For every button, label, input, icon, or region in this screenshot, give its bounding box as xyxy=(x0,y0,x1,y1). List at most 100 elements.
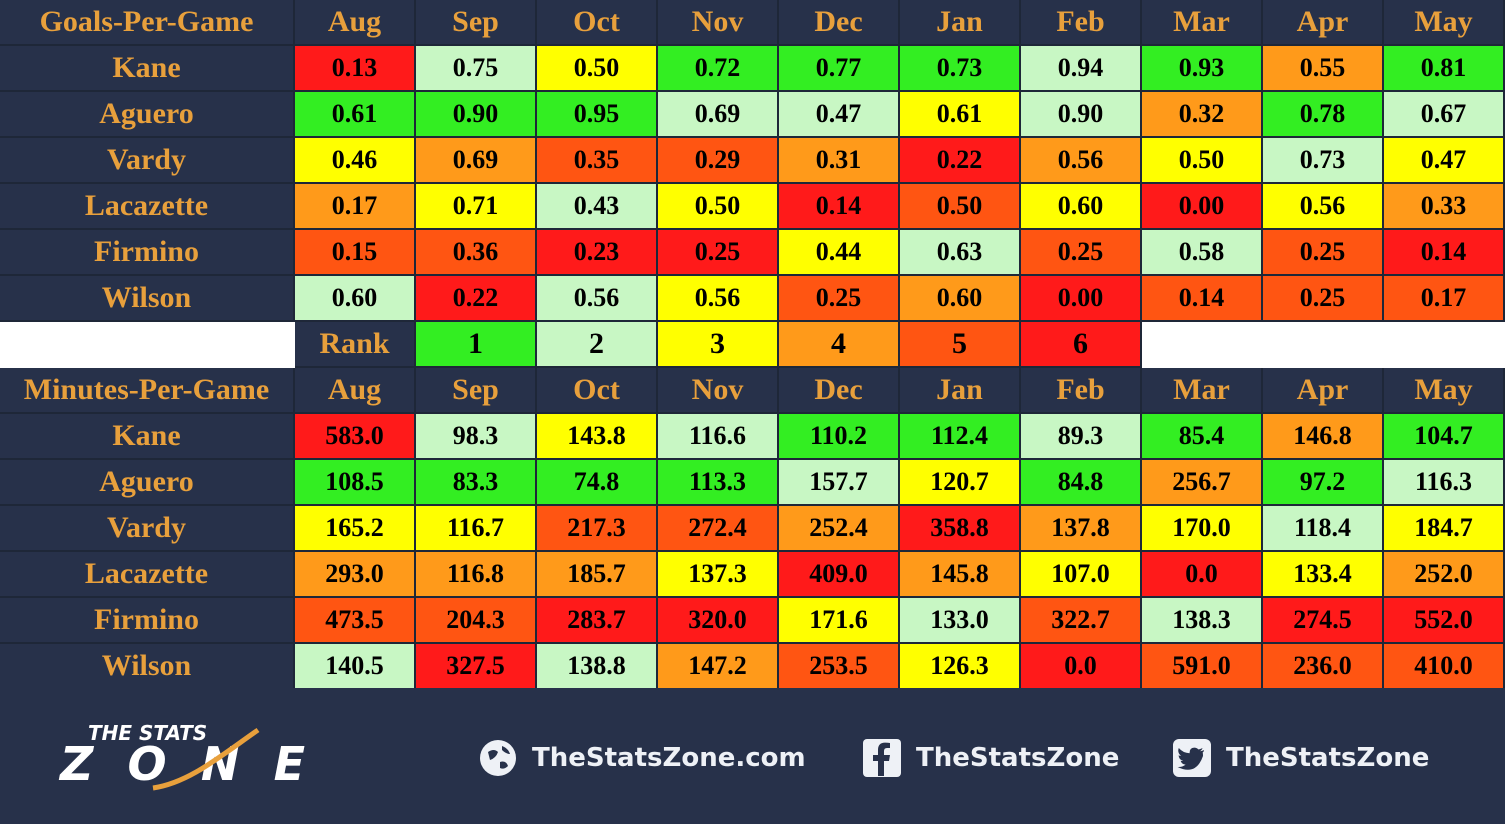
minutes-value-cell: 110.2 xyxy=(779,414,900,460)
player-name: Firmino xyxy=(0,598,295,644)
goals-value-cell: 0.50 xyxy=(658,184,779,230)
goals-value-cell: 0.25 xyxy=(1263,276,1384,322)
minutes-value-cell: 143.8 xyxy=(537,414,658,460)
goals-value-cell: 0.56 xyxy=(658,276,779,322)
minutes-value-cell: 74.8 xyxy=(537,460,658,506)
minutes-value-cell: 320.0 xyxy=(658,598,779,644)
goals-column-header: Nov xyxy=(658,0,779,46)
rank-swatch: 2 xyxy=(537,322,658,368)
website-label: TheStatsZone.com xyxy=(532,743,806,773)
minutes-value-cell: 157.7 xyxy=(779,460,900,506)
minutes-value-cell: 137.8 xyxy=(1021,506,1142,552)
goals-value-cell: 0.75 xyxy=(416,46,537,92)
minutes-value-cell: 0.0 xyxy=(1142,552,1263,598)
rank-legend: Rank 1 2 3 4 5 6 xyxy=(0,322,1505,368)
minutes-column-header: Feb xyxy=(1021,368,1142,414)
minutes-value-cell: 274.5 xyxy=(1263,598,1384,644)
minutes-row: Lacazette 293.0 116.8 185.7 137.3 409.0 145.8 1… xyxy=(0,552,1505,598)
minutes-value-cell: 327.5 xyxy=(416,644,537,690)
minutes-value-cell: 112.4 xyxy=(900,414,1021,460)
minutes-value-cell: 126.3 xyxy=(900,644,1021,690)
minutes-value-cell: 84.8 xyxy=(1021,460,1142,506)
minutes-value-cell: 145.8 xyxy=(900,552,1021,598)
minutes-column-header: Nov xyxy=(658,368,779,414)
minutes-value-cell: 83.3 xyxy=(416,460,537,506)
goals-value-cell: 0.22 xyxy=(900,138,1021,184)
goals-row: Wilson 0.60 0.22 0.56 0.56 0.25 0.60 0.00 0.14 0.… xyxy=(0,276,1505,322)
website-link[interactable]: TheStatsZone.com xyxy=(478,738,806,778)
minutes-row: Kane 583.0 98.3 143.8 116.6 110.2 112.4 89.3 85.… xyxy=(0,414,1505,460)
rank-label: Rank xyxy=(295,322,416,368)
minutes-header-row: Minutes-Per-Game Aug Sep Oct Nov Dec Jan Feb Mar… xyxy=(0,368,1505,414)
goals-column-header: Dec xyxy=(779,0,900,46)
goals-value-cell: 0.50 xyxy=(1142,138,1263,184)
goals-value-cell: 0.58 xyxy=(1142,230,1263,276)
goals-title: Goals-Per-Game xyxy=(0,0,295,46)
goals-value-cell: 0.55 xyxy=(1263,46,1384,92)
goals-value-cell: 0.29 xyxy=(658,138,779,184)
minutes-value-cell: 217.3 xyxy=(537,506,658,552)
goals-column-header: Feb xyxy=(1021,0,1142,46)
minutes-value-cell: 552.0 xyxy=(1384,598,1505,644)
minutes-value-cell: 116.7 xyxy=(416,506,537,552)
stats-zone-logo: THE STATS ZONE xyxy=(58,721,305,791)
minutes-column-header: Jan xyxy=(900,368,1021,414)
player-name: Firmino xyxy=(0,230,295,276)
logo-swoosh xyxy=(152,727,260,791)
minutes-value-cell: 104.7 xyxy=(1384,414,1505,460)
minutes-value-cell: 107.0 xyxy=(1021,552,1142,598)
footer-bar: THE STATS ZONE TheStatsZone.com TheStats… xyxy=(0,688,1505,824)
goals-row: Kane 0.13 0.75 0.50 0.72 0.77 0.73 0.94 0.93 0.55… xyxy=(0,46,1505,92)
minutes-value-cell: 409.0 xyxy=(779,552,900,598)
goals-value-cell: 0.90 xyxy=(416,92,537,138)
rank-swatch: 6 xyxy=(1021,322,1142,368)
player-name: Wilson xyxy=(0,276,295,322)
goals-value-cell: 0.77 xyxy=(779,46,900,92)
player-name: Kane xyxy=(0,414,295,460)
goals-value-cell: 0.31 xyxy=(779,138,900,184)
minutes-value-cell: 204.3 xyxy=(416,598,537,644)
goals-value-cell: 0.14 xyxy=(1384,230,1505,276)
goals-value-cell: 0.25 xyxy=(658,230,779,276)
rank-blank xyxy=(0,322,295,368)
goals-column-header: Aug xyxy=(295,0,416,46)
minutes-value-cell: 85.4 xyxy=(1142,414,1263,460)
facebook-link[interactable]: TheStatsZone xyxy=(862,738,1119,778)
globe-icon xyxy=(480,740,516,776)
minutes-value-cell: 283.7 xyxy=(537,598,658,644)
rank-swatch: 4 xyxy=(779,322,900,368)
player-name: Vardy xyxy=(0,138,295,184)
rank-swatch: 1 xyxy=(416,322,537,368)
player-name: Lacazette xyxy=(0,552,295,598)
minutes-value-cell: 97.2 xyxy=(1263,460,1384,506)
goals-row: Vardy 0.46 0.69 0.35 0.29 0.31 0.22 0.56 0.50 0.7… xyxy=(0,138,1505,184)
goals-value-cell: 0.46 xyxy=(295,138,416,184)
minutes-value-cell: 170.0 xyxy=(1142,506,1263,552)
minutes-value-cell: 113.3 xyxy=(658,460,779,506)
goals-value-cell: 0.35 xyxy=(537,138,658,184)
goals-value-cell: 0.36 xyxy=(416,230,537,276)
goals-value-cell: 0.73 xyxy=(900,46,1021,92)
goals-value-cell: 0.13 xyxy=(295,46,416,92)
goals-column-header: May xyxy=(1384,0,1505,46)
minutes-value-cell: 165.2 xyxy=(295,506,416,552)
goals-value-cell: 0.25 xyxy=(779,276,900,322)
player-name: Aguero xyxy=(0,460,295,506)
minutes-column-header: Oct xyxy=(537,368,658,414)
minutes-value-cell: 256.7 xyxy=(1142,460,1263,506)
goals-value-cell: 0.63 xyxy=(900,230,1021,276)
goals-column-header: Apr xyxy=(1263,0,1384,46)
goals-header-row: Goals-Per-Game Aug Sep Oct Nov Dec Jan Feb Mar Ap… xyxy=(0,0,1505,46)
minutes-value-cell: 116.3 xyxy=(1384,460,1505,506)
minutes-value-cell: 252.0 xyxy=(1384,552,1505,598)
goals-value-cell: 0.47 xyxy=(1384,138,1505,184)
twitter-link[interactable]: TheStatsZone xyxy=(1172,738,1429,778)
goals-column-header: Sep xyxy=(416,0,537,46)
goals-column-header: Jan xyxy=(900,0,1021,46)
goals-value-cell: 0.14 xyxy=(1142,276,1263,322)
minutes-column-header: May xyxy=(1384,368,1505,414)
minutes-value-cell: 133.4 xyxy=(1263,552,1384,598)
goals-value-cell: 0.33 xyxy=(1384,184,1505,230)
goals-value-cell: 0.94 xyxy=(1021,46,1142,92)
